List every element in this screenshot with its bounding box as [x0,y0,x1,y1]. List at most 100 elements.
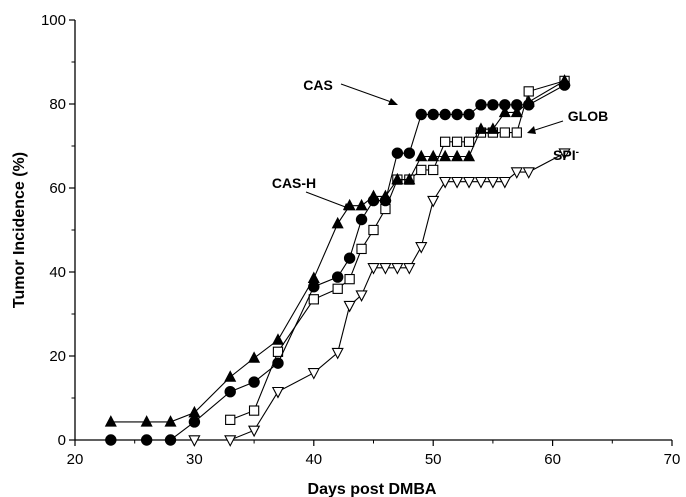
data-point [164,415,177,427]
data-point [331,216,344,229]
data-point [367,263,380,275]
data-point [415,149,428,162]
data-point [272,357,284,369]
annotation-spi-label: SPI- [553,147,579,163]
data-point [188,416,201,428]
data-point [271,333,285,345]
x-tick-label: 40 [305,451,322,468]
data-point [415,242,428,254]
data-point [308,294,319,305]
x-axis-title: Days post DMBA [308,481,437,497]
data-point [498,105,511,118]
y-tick-label: 40 [49,264,66,281]
series-glob [225,75,570,425]
data-point [511,127,522,138]
data-point [391,147,404,159]
annotations: CAS GLOB CAS-H SPI- [272,77,608,210]
data-point [403,263,416,275]
data-point [474,122,487,134]
annotation-glob-label: GLOB [568,108,608,124]
data-point [450,176,464,189]
x-tick-label: 30 [186,451,203,468]
data-point [439,108,451,121]
data-point [451,136,463,147]
x-tick-label: 50 [425,451,442,468]
data-point [498,176,511,189]
data-point [462,176,476,189]
data-point [224,370,237,382]
y-tick-label: 0 [58,432,66,449]
annotation-glob-arrowhead [527,126,536,134]
data-point [272,346,284,357]
data-point [403,172,416,185]
data-point [486,176,500,189]
data-point [403,147,416,159]
data-point [188,405,201,418]
data-point [391,263,404,275]
data-point [307,271,320,283]
data-point [355,290,368,302]
annotation-cash-label: CAS-H [272,175,316,191]
data-point [428,164,439,176]
data-point [355,213,368,226]
data-point [331,271,344,283]
data-point [558,74,571,86]
x-tick-label: 70 [664,451,681,468]
data-point [104,415,117,427]
series-line [110,84,565,441]
data-point [164,434,177,446]
data-point [271,386,285,399]
data-point [475,99,487,111]
data-point [416,164,427,176]
data-point [522,95,535,107]
x-tick-label: 20 [67,451,84,468]
data-point [248,351,261,363]
data-point [105,434,117,446]
data-point [510,105,523,118]
data-point [307,368,320,380]
x-tick-label: 60 [544,451,561,468]
data-point [308,281,320,293]
data-point [247,425,261,438]
data-point [332,283,343,294]
data-point [225,414,236,425]
annotation-cas-arrowhead [388,98,398,105]
annotation-cas-label: CAS [303,77,333,93]
series-line [230,80,565,421]
annotation-glob-arrow [531,120,564,132]
data-point [415,108,427,121]
data-point [140,434,153,446]
annotation-cash-arrowhead [343,203,353,210]
data-point [523,86,534,97]
series-cas-h [104,74,571,427]
data-point [427,108,439,121]
data-point [499,127,510,138]
data-point [510,167,523,179]
annotation-cas-arrow [340,83,395,104]
data-point [558,148,571,161]
y-tick-label: 20 [49,348,66,365]
data-point [427,149,440,162]
data-point [463,108,475,121]
data-point [368,224,379,236]
annotation-spi-superscript: - [576,147,579,158]
data-point [474,176,488,189]
data-point [487,99,499,111]
data-point [140,415,153,427]
data-point [367,189,380,202]
x-ticks: 20 30 40 50 60 70 [67,440,681,468]
y-ticks: 0 20 40 60 80 100 [41,12,75,449]
data-point [379,263,392,275]
data-point [439,149,452,162]
data-point [427,195,440,208]
data-point [356,243,367,255]
data-point [248,405,260,416]
data-point [391,172,404,185]
y-tick-label: 60 [49,180,66,197]
data-point [463,136,475,147]
data-point [451,108,463,121]
data-point [522,167,535,179]
data-point [439,176,452,189]
